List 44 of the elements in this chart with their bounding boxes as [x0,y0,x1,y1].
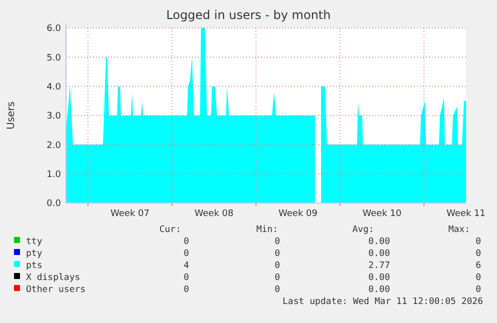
text: Last update: Wed Mar 11 12:00:05 2026 [282,297,483,307]
text: Max: [448,225,470,235]
x-tick-label: Week 07 [110,209,150,219]
text: 4 [184,261,189,271]
text: 0 [184,273,189,283]
text: 0.00 [368,273,390,283]
x-tick-label: Week 09 [278,209,318,219]
text: 0 [476,249,481,259]
y-tick-label: 0.0 [46,199,62,210]
text: 0 [274,273,280,283]
y-axis-title: Users [6,101,17,130]
y-tick-label: 5.0 [46,53,62,64]
text: 0 [184,285,189,295]
text: 0.00 [368,249,390,259]
legend-label: tty [26,237,43,247]
text: 0 [476,273,481,283]
text: 6 [476,261,481,271]
text: Min: [256,225,278,235]
legend-label: X displays [26,273,80,283]
y-tick-label: 2.0 [46,140,62,151]
text: Cur: [159,225,181,235]
text: 0 [274,285,280,295]
x-tick-label: Week 11 [446,209,486,219]
text: 0 [274,237,280,247]
text: 2.77 [368,261,390,271]
text: 0 [184,249,189,259]
text: 0 [274,261,280,271]
x-tick-label: Week 10 [362,209,402,219]
y-tick-label: 6.0 [46,24,62,34]
text: 0.00 [368,285,390,295]
text: 0.00 [368,237,390,247]
text: 0 [476,285,481,295]
legend-label: pty [26,249,43,259]
x-tick-label: Week 08 [194,209,234,219]
y-tick-label: 1.0 [46,170,62,180]
text: 0 [274,249,280,259]
text: Avg: [352,225,374,235]
text: 0 [184,237,189,247]
chart-title: Logged in users - by month [166,8,331,22]
y-tick-label: 4.0 [46,82,62,92]
text: 0 [476,237,481,247]
legend-label: Other users [26,285,86,295]
y-tick-label: 3.0 [46,112,62,122]
legend-label: pts [26,261,42,271]
